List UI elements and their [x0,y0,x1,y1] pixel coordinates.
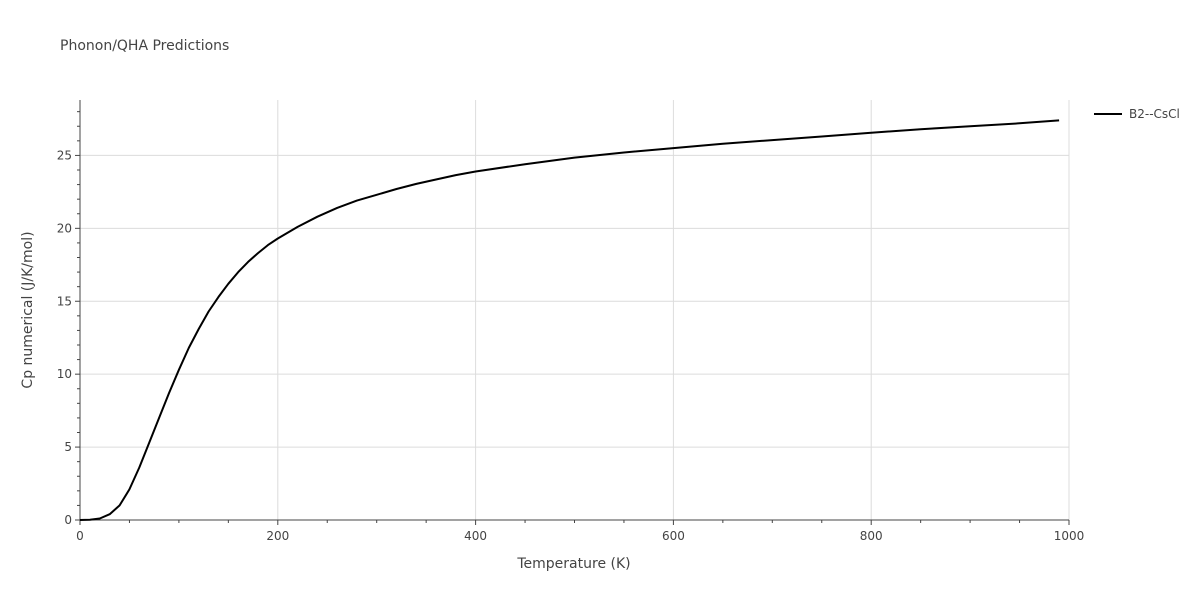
legend-label: B2--CsCl [1129,107,1180,121]
y-tick-label: 10 [57,367,72,381]
y-tick-label: 20 [57,221,72,235]
y-tick-label: 5 [64,440,72,454]
gridlines [80,100,1070,520]
tick-labels: 0 200 400 600 800 1000 0 5 10 15 20 25 [57,148,1085,543]
series-line[interactable] [79,119,1060,521]
x-tick-label: 0 [76,529,84,543]
x-axis-title: Temperature (K) [516,556,630,572]
y-tick-label: 25 [57,148,72,162]
y-tick-label: 15 [57,294,72,308]
y-tick-label: 0 [64,513,72,527]
x-tick-label: 600 [662,529,685,543]
series-layer [79,119,1060,521]
chart-title: Phonon/QHA Predictions [60,38,229,54]
x-tick-label: 1000 [1054,529,1085,543]
x-tick-label: 200 [266,529,289,543]
x-tick-label: 400 [464,529,487,543]
axes [75,100,1070,525]
x-tick-label: 800 [860,529,883,543]
legend[interactable]: B2--CsCl [1094,107,1180,121]
y-axis-title: Cp numerical (J/K/mol) [20,231,36,388]
